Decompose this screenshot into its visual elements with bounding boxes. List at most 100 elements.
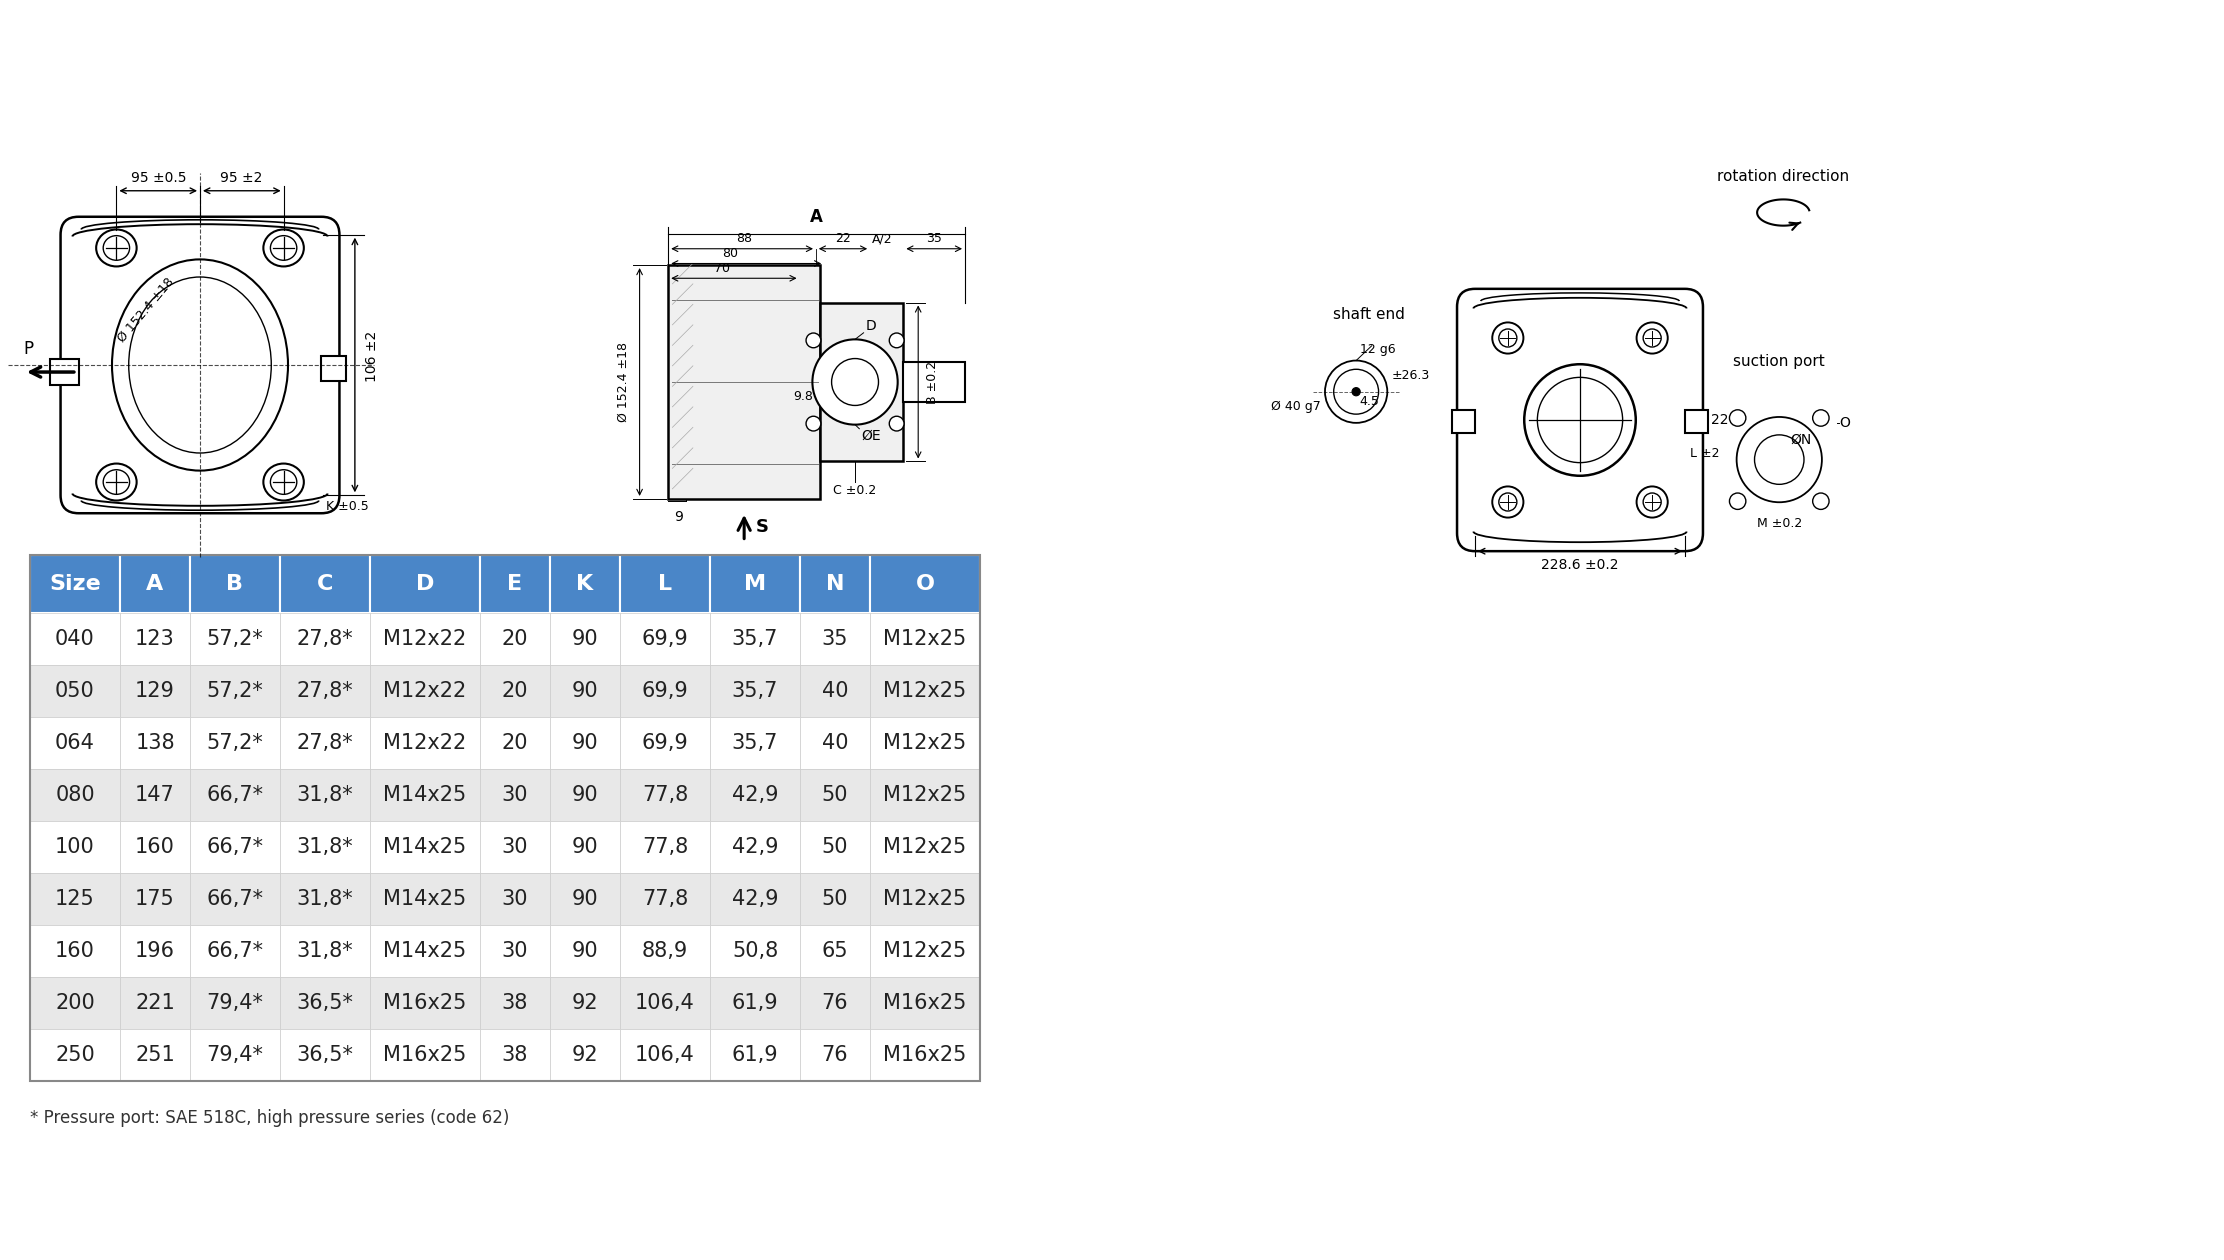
FancyBboxPatch shape xyxy=(620,614,709,665)
Circle shape xyxy=(1730,493,1746,509)
Text: 35: 35 xyxy=(821,629,847,649)
FancyBboxPatch shape xyxy=(667,265,821,499)
FancyBboxPatch shape xyxy=(709,717,801,769)
Text: 42,9: 42,9 xyxy=(732,837,778,857)
FancyBboxPatch shape xyxy=(620,925,709,977)
FancyBboxPatch shape xyxy=(280,925,369,977)
FancyBboxPatch shape xyxy=(280,1029,369,1081)
FancyBboxPatch shape xyxy=(480,822,549,873)
Text: 61,9: 61,9 xyxy=(732,993,778,1013)
Text: 080: 080 xyxy=(56,785,96,805)
FancyBboxPatch shape xyxy=(280,769,369,822)
Text: 106,4: 106,4 xyxy=(636,993,694,1013)
Text: Ø 40 g7: Ø 40 g7 xyxy=(1272,399,1321,413)
Text: M12x25: M12x25 xyxy=(883,785,967,805)
Text: M14x25: M14x25 xyxy=(383,890,467,908)
Ellipse shape xyxy=(271,470,296,494)
Text: 4.5: 4.5 xyxy=(1359,396,1379,408)
Text: M16x25: M16x25 xyxy=(383,993,467,1013)
Text: 38: 38 xyxy=(503,993,527,1013)
FancyBboxPatch shape xyxy=(709,1029,801,1081)
FancyBboxPatch shape xyxy=(709,614,801,665)
FancyBboxPatch shape xyxy=(549,614,620,665)
Text: M12x25: M12x25 xyxy=(883,629,967,649)
Text: 27,8*: 27,8* xyxy=(296,733,354,753)
Text: shaft end: shaft end xyxy=(1332,307,1403,323)
FancyBboxPatch shape xyxy=(189,1029,280,1081)
FancyBboxPatch shape xyxy=(903,363,965,402)
Text: K ±0.5: K ±0.5 xyxy=(327,500,369,513)
Circle shape xyxy=(1755,435,1804,484)
FancyBboxPatch shape xyxy=(369,822,480,873)
FancyBboxPatch shape xyxy=(120,976,189,1029)
Text: A: A xyxy=(810,208,823,226)
Text: 27,8*: 27,8* xyxy=(296,680,354,701)
Text: 106 ±2: 106 ±2 xyxy=(365,330,380,382)
FancyBboxPatch shape xyxy=(120,769,189,822)
Text: ØN: ØN xyxy=(1790,433,1810,447)
Text: 90: 90 xyxy=(572,680,598,701)
FancyBboxPatch shape xyxy=(620,1029,709,1081)
Text: 57,2*: 57,2* xyxy=(207,680,262,701)
Circle shape xyxy=(890,333,903,348)
Text: 77,8: 77,8 xyxy=(643,785,687,805)
Text: D: D xyxy=(416,575,434,593)
Circle shape xyxy=(1644,329,1661,346)
FancyBboxPatch shape xyxy=(189,665,280,717)
FancyBboxPatch shape xyxy=(280,873,369,925)
FancyBboxPatch shape xyxy=(549,976,620,1029)
Text: 30: 30 xyxy=(503,941,529,961)
FancyBboxPatch shape xyxy=(29,717,120,769)
FancyBboxPatch shape xyxy=(120,554,189,614)
Text: 251: 251 xyxy=(136,1045,176,1065)
FancyBboxPatch shape xyxy=(480,976,549,1029)
Text: 160: 160 xyxy=(56,941,96,961)
FancyBboxPatch shape xyxy=(1457,289,1704,551)
Text: ØE: ØE xyxy=(861,428,881,442)
Text: L: L xyxy=(658,575,672,593)
Text: 90: 90 xyxy=(572,785,598,805)
Text: 35: 35 xyxy=(925,232,943,246)
Text: 20: 20 xyxy=(503,680,529,701)
FancyBboxPatch shape xyxy=(280,614,369,665)
Text: * Pressure port: SAE 518C, high pressure series (code 62): * Pressure port: SAE 518C, high pressure… xyxy=(29,1109,509,1126)
FancyBboxPatch shape xyxy=(870,976,981,1029)
Text: 50: 50 xyxy=(821,890,847,908)
FancyBboxPatch shape xyxy=(549,717,620,769)
Text: 90: 90 xyxy=(572,837,598,857)
FancyBboxPatch shape xyxy=(549,873,620,925)
Text: C: C xyxy=(316,575,334,593)
Text: D: D xyxy=(865,319,876,333)
FancyBboxPatch shape xyxy=(369,925,480,977)
Text: 175: 175 xyxy=(136,890,176,908)
Circle shape xyxy=(1737,417,1821,503)
Circle shape xyxy=(1492,323,1523,354)
FancyBboxPatch shape xyxy=(870,665,981,717)
FancyBboxPatch shape xyxy=(369,554,480,614)
FancyBboxPatch shape xyxy=(29,665,120,717)
FancyBboxPatch shape xyxy=(870,925,981,977)
Circle shape xyxy=(1813,493,1828,509)
Text: 79,4*: 79,4* xyxy=(207,993,262,1013)
FancyBboxPatch shape xyxy=(620,769,709,822)
Text: 040: 040 xyxy=(56,629,96,649)
Text: 38: 38 xyxy=(503,1045,527,1065)
Text: M16x25: M16x25 xyxy=(883,993,967,1013)
Text: 22: 22 xyxy=(1710,413,1728,427)
FancyBboxPatch shape xyxy=(280,554,369,614)
Text: 69,9: 69,9 xyxy=(643,680,689,701)
Text: 129: 129 xyxy=(136,680,176,701)
Circle shape xyxy=(1334,369,1379,415)
FancyBboxPatch shape xyxy=(369,873,480,925)
FancyBboxPatch shape xyxy=(369,614,480,665)
Text: E: E xyxy=(507,575,523,593)
Text: 196: 196 xyxy=(136,941,176,961)
Text: 123: 123 xyxy=(136,629,176,649)
Text: suction port: suction port xyxy=(1732,354,1826,369)
Text: 77,8: 77,8 xyxy=(643,890,687,908)
FancyBboxPatch shape xyxy=(369,717,480,769)
Circle shape xyxy=(1730,410,1746,426)
Text: 22: 22 xyxy=(836,232,852,246)
FancyBboxPatch shape xyxy=(801,925,870,977)
Text: Ø 152.4 ±18: Ø 152.4 ±18 xyxy=(616,341,629,422)
